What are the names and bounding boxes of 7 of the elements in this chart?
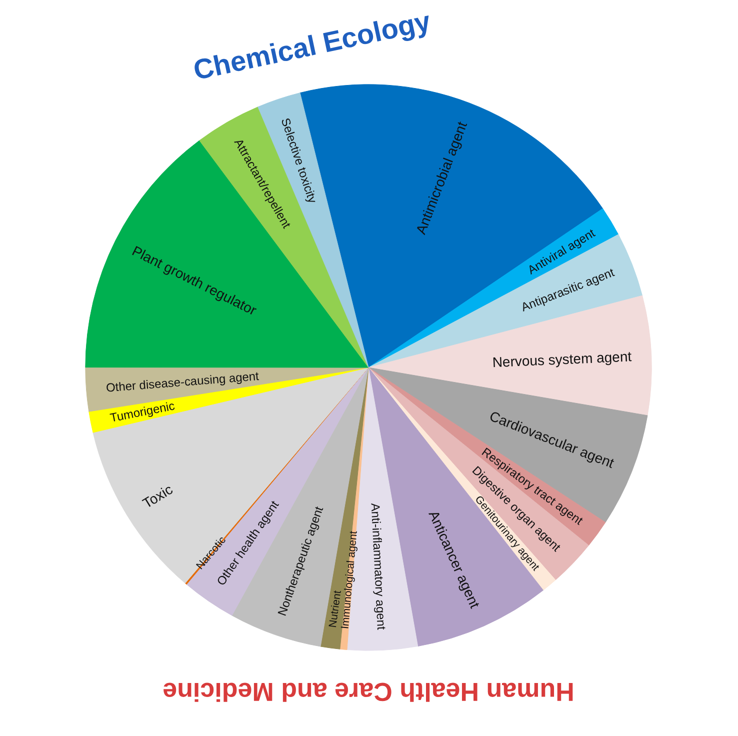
slice-label: Toxic	[140, 481, 176, 512]
text: Human Health Care and Medicine	[162, 677, 574, 708]
slice-label: Anti-inflammatory agent	[368, 502, 389, 631]
slice-label: Nervous system agent	[492, 348, 632, 370]
slice-label: Other disease-causing agent	[105, 368, 260, 395]
slice-label: Tumorigenic	[108, 398, 176, 426]
text: Chemical Ecology	[190, 5, 434, 86]
